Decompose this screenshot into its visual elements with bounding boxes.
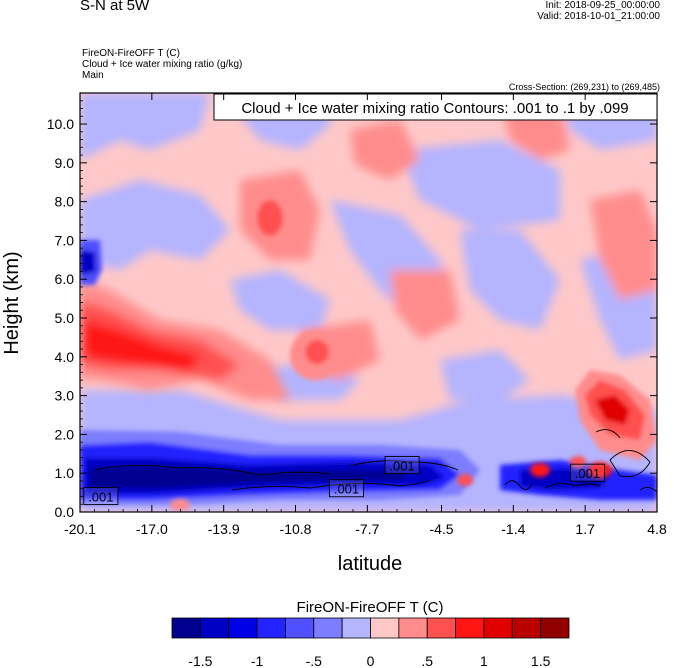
colorbar-swatch	[228, 617, 258, 639]
x-tick-label: -13.9	[208, 521, 240, 537]
y-tick-label: 6.0	[55, 271, 75, 287]
y-tick-label: 1.0	[55, 465, 75, 481]
x-tick-label: -4.5	[429, 521, 453, 537]
contour-label-box	[329, 479, 364, 498]
y-tick-label: 2.0	[55, 426, 75, 442]
warm-blob-lower	[80, 280, 290, 400]
y-tick-label: 7.0	[55, 232, 75, 248]
colorbar-tick-label: 1.5	[531, 653, 551, 668]
colorbar-title: FireON-FireOFF T (C)	[297, 599, 444, 616]
colorbar-tick-label: 1	[480, 653, 488, 668]
contour-label-box	[83, 487, 119, 505]
x-tick-label: 4.8	[647, 521, 667, 537]
x-tick-label: -20.1	[64, 521, 96, 537]
colorbar-swatch	[256, 617, 286, 639]
y-tick-label: 4.0	[55, 349, 75, 365]
colorbar-swatch	[540, 617, 570, 639]
y-tick-label: 10.0	[47, 116, 74, 132]
colorbar-swatch	[511, 617, 542, 639]
x-tick-label: -10.8	[280, 521, 312, 537]
contour-label-box	[384, 455, 420, 474]
colorbar-swatch	[199, 617, 230, 639]
colorbar-tick-label: -1	[251, 653, 264, 668]
field-label-cloud-ice: Cloud + Ice water mixing ratio (g/kg)	[82, 59, 243, 70]
x-tick-label: -1.4	[501, 521, 525, 537]
colorbar-swatch	[483, 617, 513, 639]
init-time: Init: 2018-09-25_00:00:00	[545, 0, 660, 11]
y-tick-label: 8.0	[55, 194, 75, 210]
contour-label: .001	[389, 458, 414, 473]
warm-patch-upper	[248, 185, 340, 380]
cloud-ice-contours	[94, 429, 657, 493]
x-tick-label: -7.7	[355, 521, 379, 537]
domain-label: Main	[82, 70, 104, 81]
contour-label: .001	[88, 489, 113, 504]
y-axis-label: Height (km)	[1, 251, 23, 354]
contour-annotation-box	[213, 93, 658, 121]
contour-label: .001	[334, 482, 359, 497]
y-tick-label: 3.0	[55, 388, 75, 404]
contour-annotation: Cloud + Ice water mixing ratio Contours:…	[241, 100, 628, 117]
valid-time: Valid: 2018-10-01_21:00:00	[537, 11, 660, 22]
cross-section-label: Cross-Section: (269,231) to (269,485)	[508, 82, 660, 92]
colorbar-tick-label: -1.5	[188, 653, 212, 668]
contour-label-box	[570, 463, 605, 482]
colorbar-swatch	[171, 617, 201, 639]
plot-area	[80, 93, 657, 512]
colorbar-swatch	[370, 617, 400, 639]
y-tick-label: 9.0	[55, 155, 75, 171]
x-axis: -20.1 -17.0 -13.9 -10.8 -7.7 -4.5 -1.4 1.7 4.8	[64, 93, 667, 537]
y-axis: 0.0 1.0 2.0 3.0 4.0 5.0 6.0 7.0 8.0 9.0 10.0	[47, 92, 657, 520]
warm-plume-north	[575, 370, 657, 460]
plot-title: S-N at 5W	[80, 0, 150, 14]
colorbar-tick-label: 0	[367, 653, 375, 668]
contour-labels: .001 .001 .001 .001	[83, 455, 605, 505]
colorbar-tick-label: -.5	[306, 653, 323, 668]
cold-band-surface	[80, 430, 657, 505]
x-axis-label: latitude	[338, 553, 403, 575]
cold-pool-upper	[80, 240, 102, 285]
surface-warm-spots	[170, 456, 612, 511]
colorbar-swatch	[313, 617, 343, 639]
colorbar-swatch	[341, 617, 371, 639]
colorbar-tick-label: .5	[421, 653, 433, 668]
x-tick-label: -17.0	[136, 521, 168, 537]
colorbar-swatch	[455, 617, 485, 639]
y-tick-label: 5.0	[55, 310, 75, 326]
y-tick-label: 0.0	[55, 504, 75, 520]
colorbar-swatch	[426, 617, 456, 639]
contour-label: .001	[575, 466, 600, 481]
colorbar-swatch	[285, 617, 315, 639]
colorbar: -1.5 -1 -.5 0 .5 1 1.5	[171, 617, 570, 668]
colorbar-swatch	[398, 617, 428, 639]
x-tick-label: 1.7	[575, 521, 595, 537]
field-label-temperature: FireON-FireOFF T (C)	[82, 48, 180, 59]
